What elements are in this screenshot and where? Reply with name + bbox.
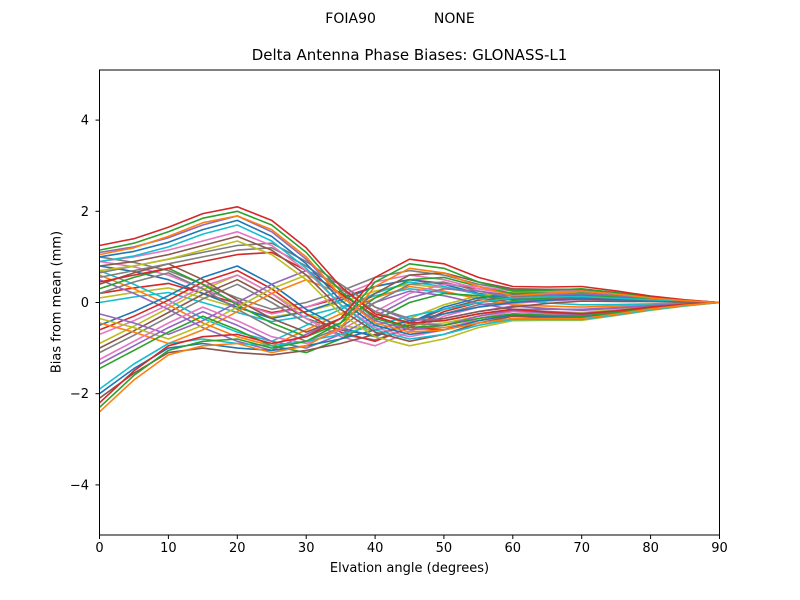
- chart-title: Delta Antenna Phase Biases: GLONASS-L1: [251, 46, 568, 64]
- y-axis-label: Bias from mean (mm): [49, 230, 65, 374]
- y-tick-label: −2: [70, 387, 89, 402]
- line-series-low-flat-0: [99, 298, 720, 395]
- x-tick-label: 20: [229, 541, 246, 556]
- y-tick-label: 2: [81, 205, 89, 220]
- x-tick-label: 70: [573, 541, 590, 556]
- y-tick-label: 4: [81, 114, 89, 129]
- suptitle-right: NONE: [433, 11, 475, 27]
- x-tick-label: 30: [298, 541, 315, 556]
- line-series-braid-down-1: [99, 269, 720, 343]
- x-tick-label: 40: [367, 541, 384, 556]
- x-tick-label: 90: [711, 541, 728, 556]
- line-series-low-braid-0: [99, 287, 720, 365]
- y-tick-label: −4: [70, 478, 89, 493]
- suptitle-left: FOIA90: [325, 11, 376, 27]
- line-series-braid-down-0: [99, 274, 720, 347]
- line-series-low-braid-2: [99, 292, 720, 370]
- line-series-peak-top-1: [99, 206, 720, 324]
- line-series-peak-top-0: [99, 210, 720, 329]
- x-tick-label: 0: [95, 541, 103, 556]
- line-series-deep-risers-1: [98, 258, 720, 404]
- line-series-deep-risers-2: [98, 267, 720, 413]
- line-series-peak-mid-2: [99, 224, 720, 340]
- x-tick-label: 10: [160, 541, 177, 556]
- line-series-low-flat-2: [99, 300, 720, 399]
- line-series-peak-top-2: [99, 215, 720, 333]
- x-tick-label: 60: [505, 541, 522, 556]
- x-tick-label: 80: [642, 541, 659, 556]
- figure-suptitle: FOIA90 NONE: [0, 10, 800, 28]
- y-tick-label: 0: [81, 296, 89, 311]
- line-series-deep-risers-0: [98, 262, 720, 408]
- x-tick-label: 50: [436, 541, 453, 556]
- x-axis-label: Elvation angle (degrees): [329, 561, 490, 576]
- line-series-low-flat-1: [99, 295, 720, 390]
